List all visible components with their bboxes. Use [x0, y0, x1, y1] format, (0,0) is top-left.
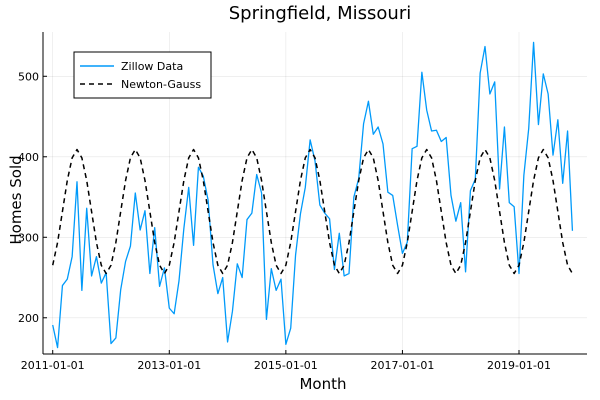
y-axis-label: Homes Sold [7, 155, 25, 244]
x-tick-label-1: 2013-01-01 [137, 359, 201, 372]
y-tick-label-1: 300 [18, 231, 39, 244]
legend-label-newton-gauss: Newton-Gauss [121, 78, 201, 91]
series-layer [51, 41, 574, 349]
x-tick-label-4: 2019-01-01 [487, 359, 551, 372]
y-tick-label-3: 500 [18, 70, 39, 83]
y-tick-label-0: 200 [18, 312, 39, 325]
legend: Zillow Data Newton-Gauss [73, 51, 212, 99]
x-tick-label-2: 2015-01-01 [254, 359, 318, 372]
chart-title: Springfield, Missouri [229, 3, 411, 24]
axes: 2011-01-01 2013-01-01 2015-01-01 2017-01-01… [18, 32, 587, 372]
x-tick-label-3: 2017-01-01 [370, 359, 434, 372]
x-axis-label: Month [299, 375, 346, 393]
series-line-zillow-data [52, 41, 574, 349]
legend-box [73, 51, 212, 99]
series-line-newton-gauss [51, 148, 574, 275]
y-tick-label-2: 400 [18, 151, 39, 164]
x-tick-label-0: 2011-01-01 [21, 359, 85, 372]
legend-label-zillow-data: Zillow Data [121, 60, 183, 73]
